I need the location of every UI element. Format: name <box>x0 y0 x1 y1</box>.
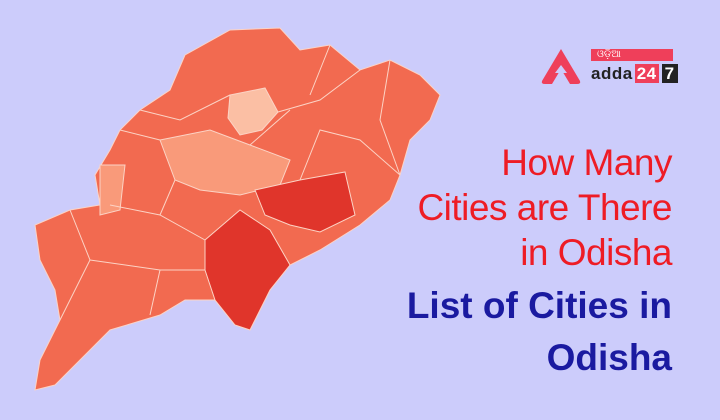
brand-number-24: 24 <box>634 64 659 83</box>
district-dark-south <box>204 209 291 331</box>
map-state-outline <box>34 27 441 391</box>
headline-line: in Odisha <box>520 232 672 273</box>
subheadline-line: List of Cities in <box>406 285 672 326</box>
district-dark-east <box>254 171 356 233</box>
brand-wordmark: adda 24 7 <box>591 64 678 84</box>
odia-badge: ଓଡ଼ିଆ <box>591 49 673 61</box>
headline-line: How Many <box>501 142 672 183</box>
adda-a-icon <box>541 49 581 84</box>
subheadline: List of Cities in Odisha <box>407 280 672 384</box>
district-light-north <box>227 87 279 136</box>
brand-name: adda <box>591 64 633 83</box>
district-light-west <box>99 164 126 216</box>
subheadline-line: Odisha <box>546 337 672 378</box>
headline: How Many Cities are There in Odisha <box>417 140 672 275</box>
odisha-map <box>34 27 441 391</box>
brand-number-7: 7 <box>661 64 678 83</box>
headline-line: Cities are There <box>417 187 672 228</box>
district-borders <box>59 44 401 321</box>
adda247-logo: ଓଡ଼ିଆ adda 24 7 <box>540 45 680 85</box>
